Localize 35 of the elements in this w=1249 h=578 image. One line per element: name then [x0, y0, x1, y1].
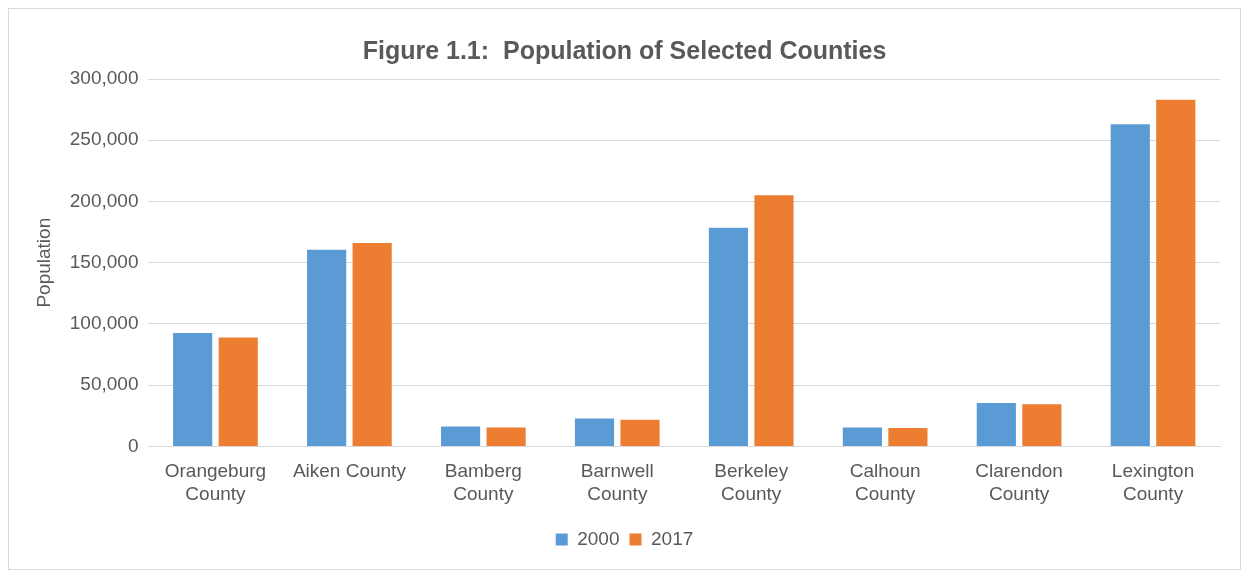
bar — [307, 249, 347, 446]
legend-label: 2017 — [651, 527, 694, 549]
bar — [574, 418, 615, 446]
bar — [1156, 99, 1196, 446]
legend-label: 2000 — [577, 527, 620, 549]
bar — [173, 333, 213, 446]
bar — [1110, 124, 1150, 446]
bar — [620, 419, 660, 446]
y-axis-title: Population — [32, 217, 54, 308]
x-tick-label: Bamberg County — [444, 460, 522, 504]
bar — [708, 227, 749, 446]
y-tick-label: 50,000 — [80, 373, 139, 395]
y-tick-label: 250,000 — [69, 128, 139, 150]
x-tick-label: Lexington County — [1111, 460, 1195, 504]
bar — [352, 243, 392, 446]
x-tick-label: Clarendon County — [975, 460, 1063, 504]
x-tick-label: Barnwell County — [580, 460, 654, 504]
bar — [976, 403, 1016, 446]
bar — [440, 426, 481, 446]
x-tick-label: Aiken County — [292, 460, 407, 482]
bar — [486, 427, 526, 446]
y-tick-label: 150,000 — [69, 250, 139, 272]
bar — [842, 427, 882, 446]
x-tick-label: Orangeburg County — [164, 460, 267, 504]
bar — [218, 337, 258, 446]
x-tick-label: Calhoun County — [849, 460, 921, 504]
x-tick-label: Berkeley County — [714, 460, 789, 504]
y-tick-label: 0 — [127, 434, 139, 456]
bar — [754, 195, 794, 446]
y-tick-label: 300,000 — [69, 67, 139, 89]
bar — [888, 428, 928, 446]
y-tick-label: 200,000 — [69, 189, 139, 211]
y-tick-label: 100,000 — [69, 312, 139, 334]
chart-title: Figure 1.1: Population of Selected Counties — [362, 35, 887, 64]
bar — [1022, 404, 1062, 446]
